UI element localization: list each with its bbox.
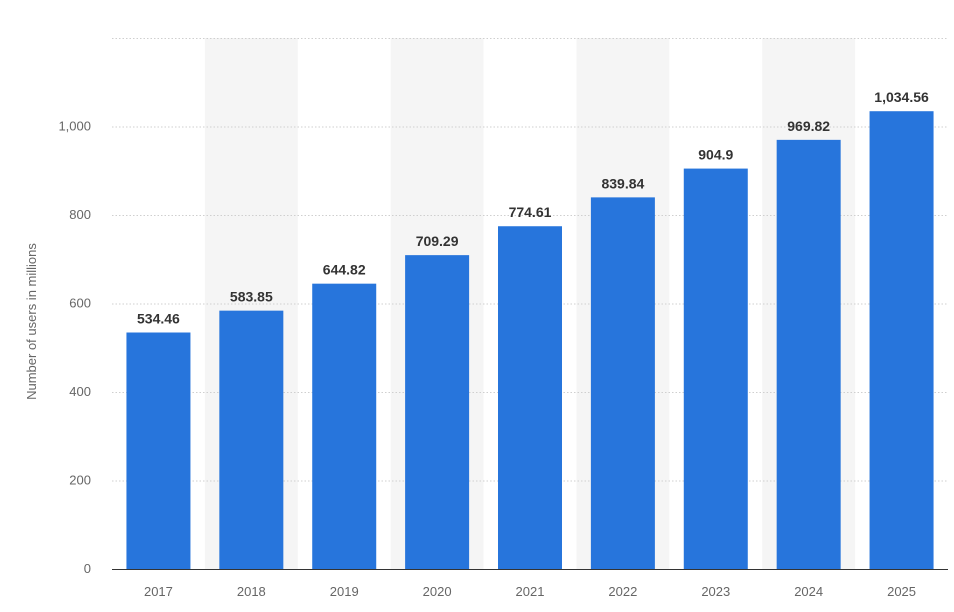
- y-tick-label: 0: [84, 561, 91, 576]
- x-tick-label: 2019: [330, 584, 359, 599]
- bar: [312, 283, 377, 569]
- y-tick-label: 600: [69, 296, 91, 311]
- x-tick-label: 2024: [794, 584, 823, 599]
- data-label: 904.9: [698, 147, 733, 163]
- x-tick-label: 2025: [887, 584, 916, 599]
- x-tick-label: 2020: [423, 584, 452, 599]
- bar: [683, 168, 748, 569]
- bar: [126, 332, 191, 569]
- x-tick-label: 2022: [608, 584, 637, 599]
- bar: [776, 139, 841, 569]
- bar: [405, 255, 470, 570]
- data-labels: 534.46 583.85 644.82 709.29 774.61 839.84 904.…: [137, 89, 929, 326]
- x-tick-label: 2017: [144, 584, 173, 599]
- y-tick-label: 200: [69, 473, 91, 488]
- bar: [590, 197, 655, 570]
- data-label: 969.82: [787, 118, 830, 134]
- y-tick-label: 1,000: [58, 119, 91, 134]
- y-axis-title: Number of users in millions: [24, 243, 39, 400]
- y-tick-label: 800: [69, 207, 91, 222]
- data-label: 1,034.56: [874, 89, 929, 105]
- x-tick-label: 2023: [701, 584, 730, 599]
- y-axis-ticks: 0 200 400 600 800 1,000: [58, 119, 91, 577]
- bars: [126, 111, 934, 570]
- data-label: 774.61: [509, 204, 552, 220]
- y-tick-label: 400: [69, 384, 91, 399]
- bar: [219, 310, 284, 569]
- x-tick-label: 2018: [237, 584, 266, 599]
- data-label: 839.84: [601, 175, 644, 191]
- bar: [498, 226, 562, 569]
- bar: [869, 111, 934, 569]
- x-tick-label: 2021: [516, 584, 545, 599]
- data-label: 644.82: [323, 262, 366, 278]
- data-label: 709.29: [416, 233, 459, 249]
- x-axis-ticks: 2017 2018 2019 2020 2021 2022 2023 2024 2025: [144, 584, 916, 599]
- data-label: 583.85: [230, 289, 273, 305]
- data-label: 534.46: [137, 311, 180, 327]
